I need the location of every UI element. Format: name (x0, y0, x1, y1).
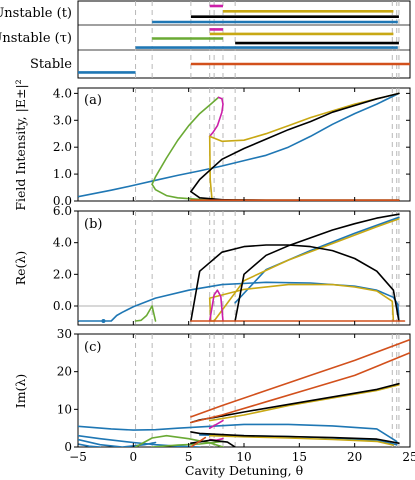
series-magenta-9 (208, 419, 224, 430)
y-tick-label: 20 (57, 365, 72, 379)
series-black-8 (234, 213, 400, 322)
panel-c-ylabel: Im(λ) (13, 374, 28, 408)
series-black-12 (190, 431, 400, 445)
series-green-1 (151, 96, 220, 186)
series-orange-16 (190, 436, 207, 447)
plot-area (78, 88, 400, 201)
series-blue-0 (78, 92, 400, 198)
panel-a-frame (77, 87, 411, 202)
x-tick-label: 15 (292, 450, 307, 464)
panel-a-label: (a) (84, 93, 102, 108)
series-blue-1 (234, 216, 400, 304)
series-magenta-3 (208, 96, 224, 138)
y-tick-label: 0.0 (53, 299, 72, 313)
y-tick-label: 4.0 (53, 86, 72, 100)
plot-area (78, 334, 410, 447)
x-axis: −5 0 5 10 15 20 25 (69, 450, 415, 464)
panel-a-ylabel: Field Intensity, |E±|² (13, 79, 28, 210)
series-black-13 (190, 439, 236, 447)
series-orange-14 (190, 338, 410, 418)
series-black-11 (190, 382, 400, 424)
y-tick-label: 3.0 (53, 113, 72, 127)
stability-label-unstable-tau: Unstable (τ) (0, 31, 72, 46)
series-green-5 (134, 434, 224, 447)
series-black-7 (190, 190, 400, 201)
y-tick-label: 0 (64, 440, 72, 454)
marker-blue (101, 319, 106, 324)
series-yellow-3 (208, 283, 395, 322)
series-green-2 (134, 305, 157, 322)
x-tick-label: 20 (347, 450, 362, 464)
y-tick-label: 6.0 (53, 204, 72, 218)
series-yellow-7 (208, 384, 400, 422)
x-tick-label: 0 (130, 450, 138, 464)
x-tick-label: 5 (185, 450, 193, 464)
y-tick-label: 2.0 (53, 267, 72, 281)
series-blue-0 (78, 281, 400, 322)
x-tick-label: 25 (402, 450, 415, 464)
panel-b: (b) Re(λ) 0.0 2.0 4.0 6.0 (13, 204, 411, 326)
series-blue-2 (78, 438, 157, 447)
x-tick-label: −5 (69, 450, 87, 464)
plot-area (78, 211, 410, 325)
x-axis-label: Cavity Detuning, θ (185, 463, 303, 478)
y-tick-label: 4.0 (53, 236, 72, 250)
y-tick-label: 2.0 (53, 140, 72, 154)
series-blue-3 (78, 443, 101, 447)
series-black-6 (190, 92, 400, 193)
series-orange-15 (190, 351, 410, 424)
y-tick-label: 1.0 (53, 167, 72, 181)
stability-label-unstable-t: Unstable (t) (0, 6, 72, 21)
panel-c: (c) Im(λ) 0 10 20 30 (13, 327, 411, 454)
panel-b-label: (b) (84, 217, 102, 232)
series-magenta-6 (208, 289, 224, 322)
series-yellow-8 (208, 434, 395, 446)
stability-axes (77, 0, 411, 79)
series-black-7 (190, 244, 400, 322)
y-tick-label: 0.0 (53, 194, 72, 208)
y-tick-label: 30 (57, 327, 72, 341)
series-yellow-5 (208, 135, 400, 201)
series-blue-0 (78, 423, 398, 443)
x-tick-label: 10 (236, 450, 251, 464)
panel-b-ylabel: Re(λ) (13, 251, 28, 286)
series-yellow-5 (213, 218, 400, 322)
panel-a: (a) Field Intensity, |E±|² 0.0 1.0 2.0 3.0 4… (13, 79, 411, 211)
panel-c-label: (c) (84, 340, 101, 355)
series-blue-1 (78, 434, 201, 447)
panel-b-frame (77, 210, 411, 326)
y-tick-label: 10 (57, 402, 72, 416)
stability-label-stable: Stable (30, 57, 72, 72)
